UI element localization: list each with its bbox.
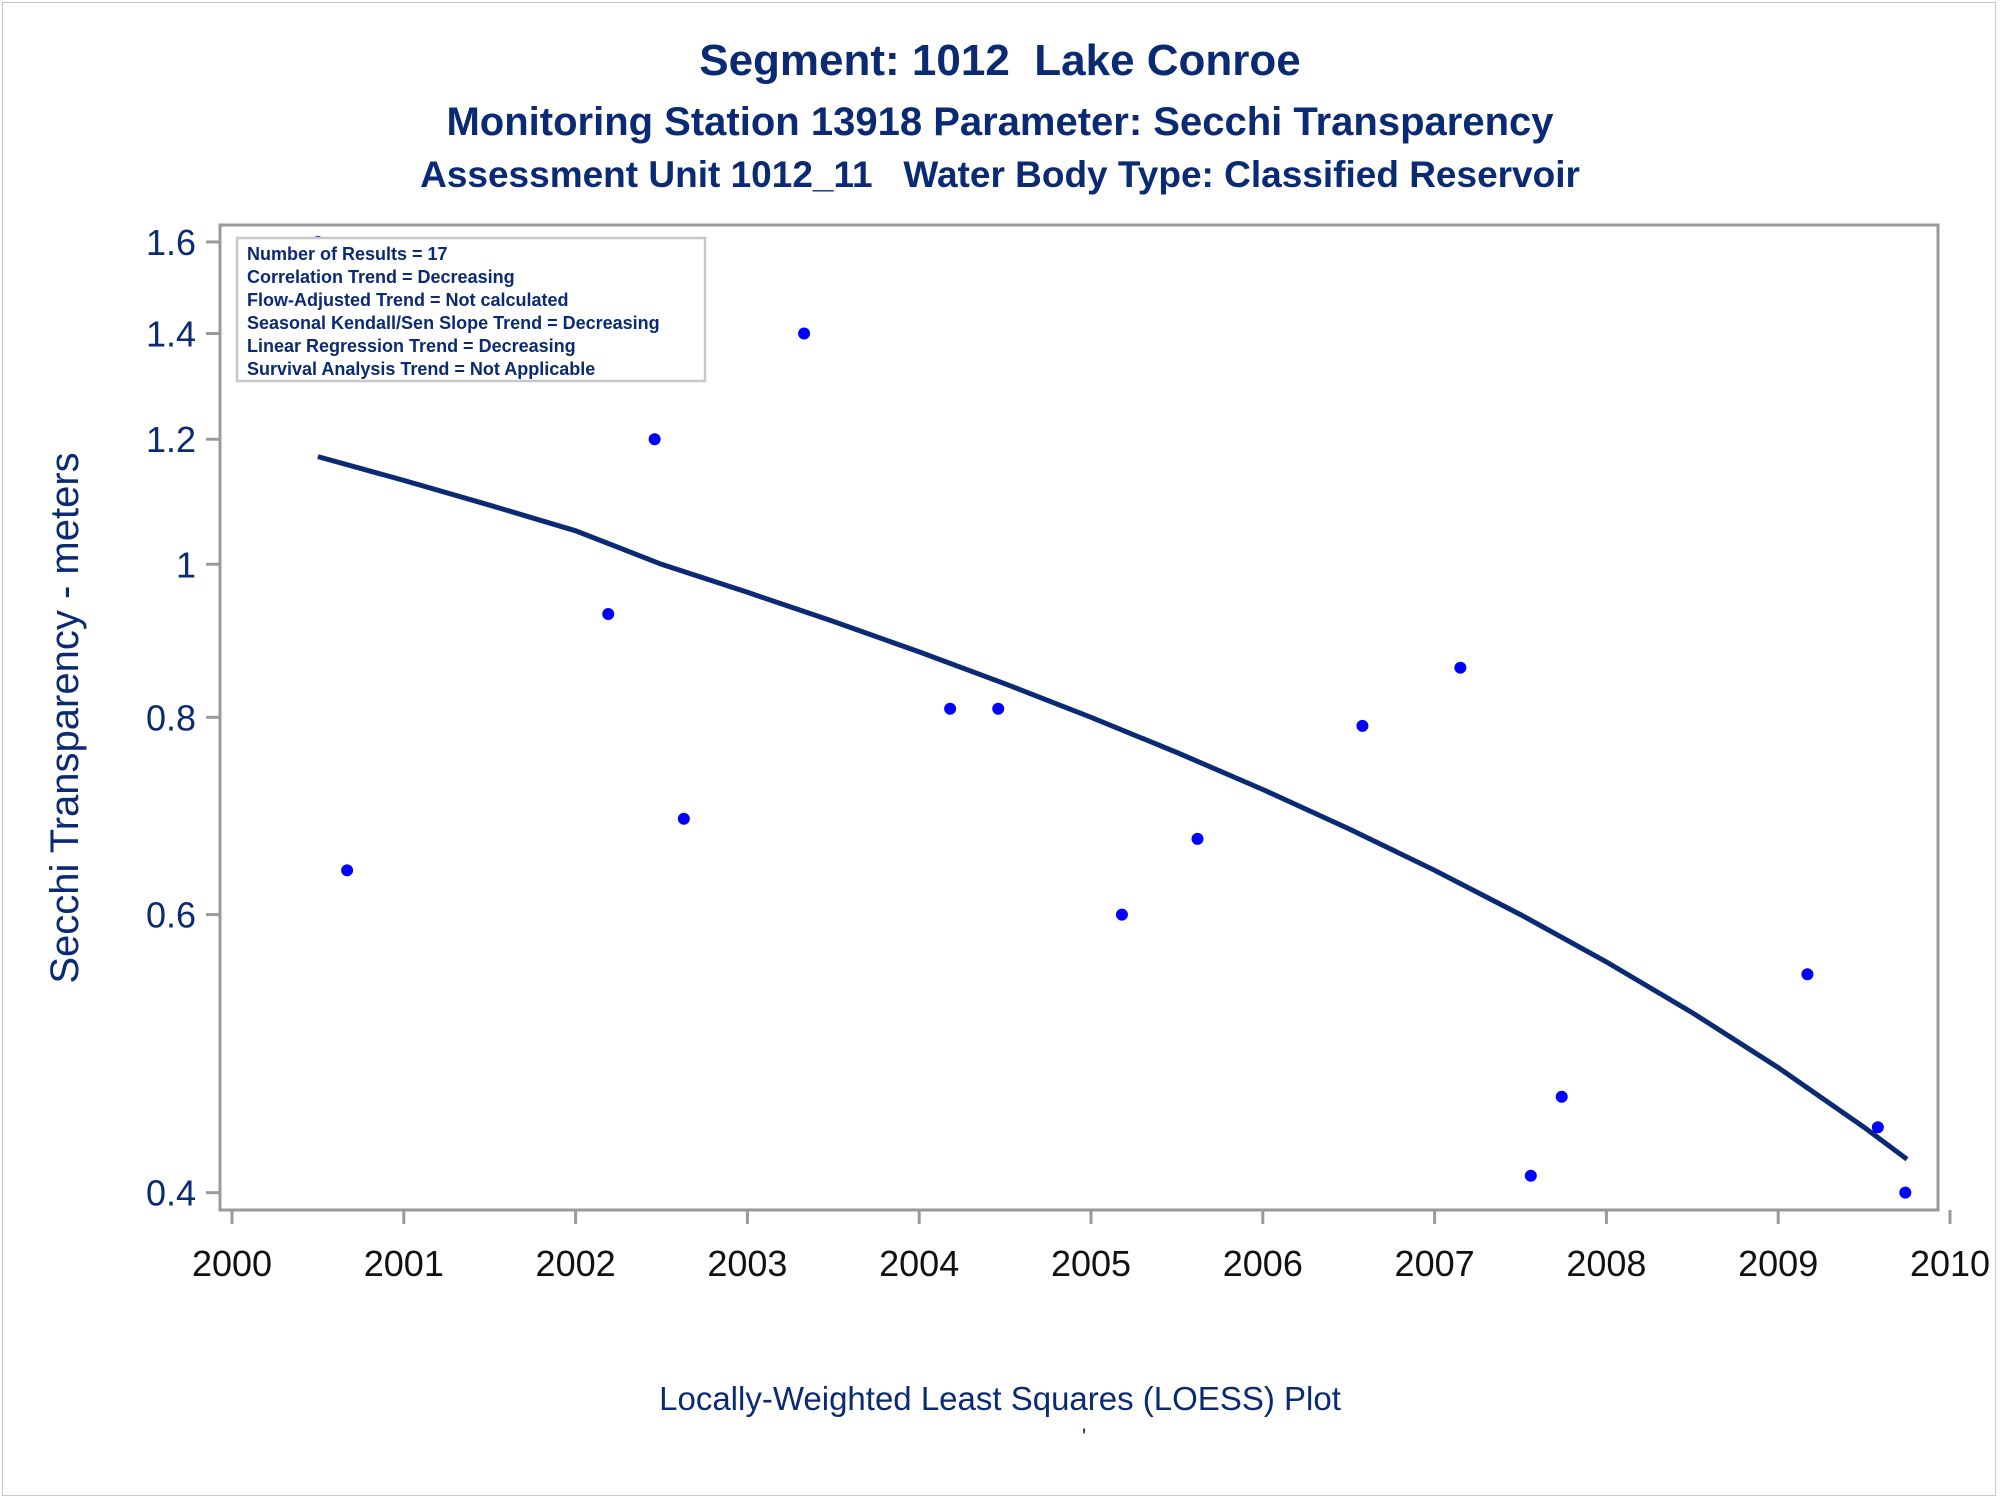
x-tick-label: 2009 (1738, 1243, 1818, 1284)
x-tick-label: 2002 (536, 1243, 616, 1284)
data-point (1871, 1121, 1884, 1134)
y-axis-label: Secchi Transparency - meters (43, 452, 87, 983)
stats-line: Number of Results = 17 (247, 244, 448, 264)
stats-line: Correlation Trend = Decreasing (247, 267, 515, 287)
y-tick-label: 1.6 (146, 222, 196, 263)
y-tick-label: 1 (176, 544, 196, 585)
data-point (1899, 1186, 1912, 1199)
data-point (1191, 832, 1204, 845)
data-point (1524, 1169, 1537, 1182)
data-point (677, 812, 690, 825)
x-tick-label: 2000 (192, 1243, 272, 1284)
stats-line: Seasonal Kendall/Sen Slope Trend = Decre… (247, 313, 660, 333)
data-point (602, 608, 615, 621)
x-tick-label: 2005 (1051, 1243, 1131, 1284)
y-tick-label: 0.8 (146, 697, 196, 738)
data-point (944, 702, 957, 715)
data-point (1454, 661, 1467, 674)
stats-line: Linear Regression Trend = Decreasing (247, 336, 576, 356)
data-point (992, 702, 1005, 715)
x-tick-label: 2004 (879, 1243, 959, 1284)
footnote-mark: ' (1082, 1424, 1087, 1449)
stats-box: Number of Results = 17 Correlation Trend … (235, 236, 707, 383)
chart-subtitle: Monitoring Station 13918 Parameter: Secc… (446, 100, 1554, 144)
stats-line: Survival Analysis Trend = Not Applicable (247, 359, 595, 379)
y-tick-label: 1.4 (146, 314, 196, 355)
data-point (1555, 1090, 1568, 1103)
x-tick-label: 2008 (1566, 1243, 1646, 1284)
data-point (648, 433, 661, 446)
x-tick-label: 2006 (1223, 1243, 1303, 1284)
y-axis: 0.4 0.6 0.8 1 1.2 1.4 1.6 (146, 222, 220, 1214)
stats-line: Flow-Adjusted Trend = Not calculated (247, 290, 569, 310)
data-point (798, 327, 811, 340)
data-point (1356, 719, 1369, 732)
chart-title: Segment: 1012 Lake Conroe (699, 36, 1301, 85)
data-point (1115, 908, 1128, 921)
loess-curve (317, 454, 1909, 1162)
x-tick-label: 2003 (707, 1243, 787, 1284)
chart-subtitle-2: Assessment Unit 1012_11 Water Body Type:… (420, 154, 1580, 195)
stats-box-border (235, 236, 707, 383)
y-tick-label: 1.2 (146, 419, 196, 460)
x-axis: 2000 2001 2002 2003 2004 2005 2006 2007 2008 2009… (192, 1210, 1990, 1284)
chart-footnote: Locally-Weighted Least Squares (LOESS) P… (659, 1380, 1341, 1417)
y-tick-label: 0.6 (146, 895, 196, 936)
x-tick-label: 2001 (364, 1243, 444, 1284)
data-point (341, 864, 354, 877)
plot-area (218, 223, 1940, 1212)
y-tick-label: 0.4 (146, 1173, 196, 1214)
x-tick-label: 2007 (1395, 1243, 1475, 1284)
data-points (311, 235, 1912, 1199)
x-tick-label: 2010 (1910, 1243, 1990, 1284)
data-point (1801, 968, 1814, 981)
